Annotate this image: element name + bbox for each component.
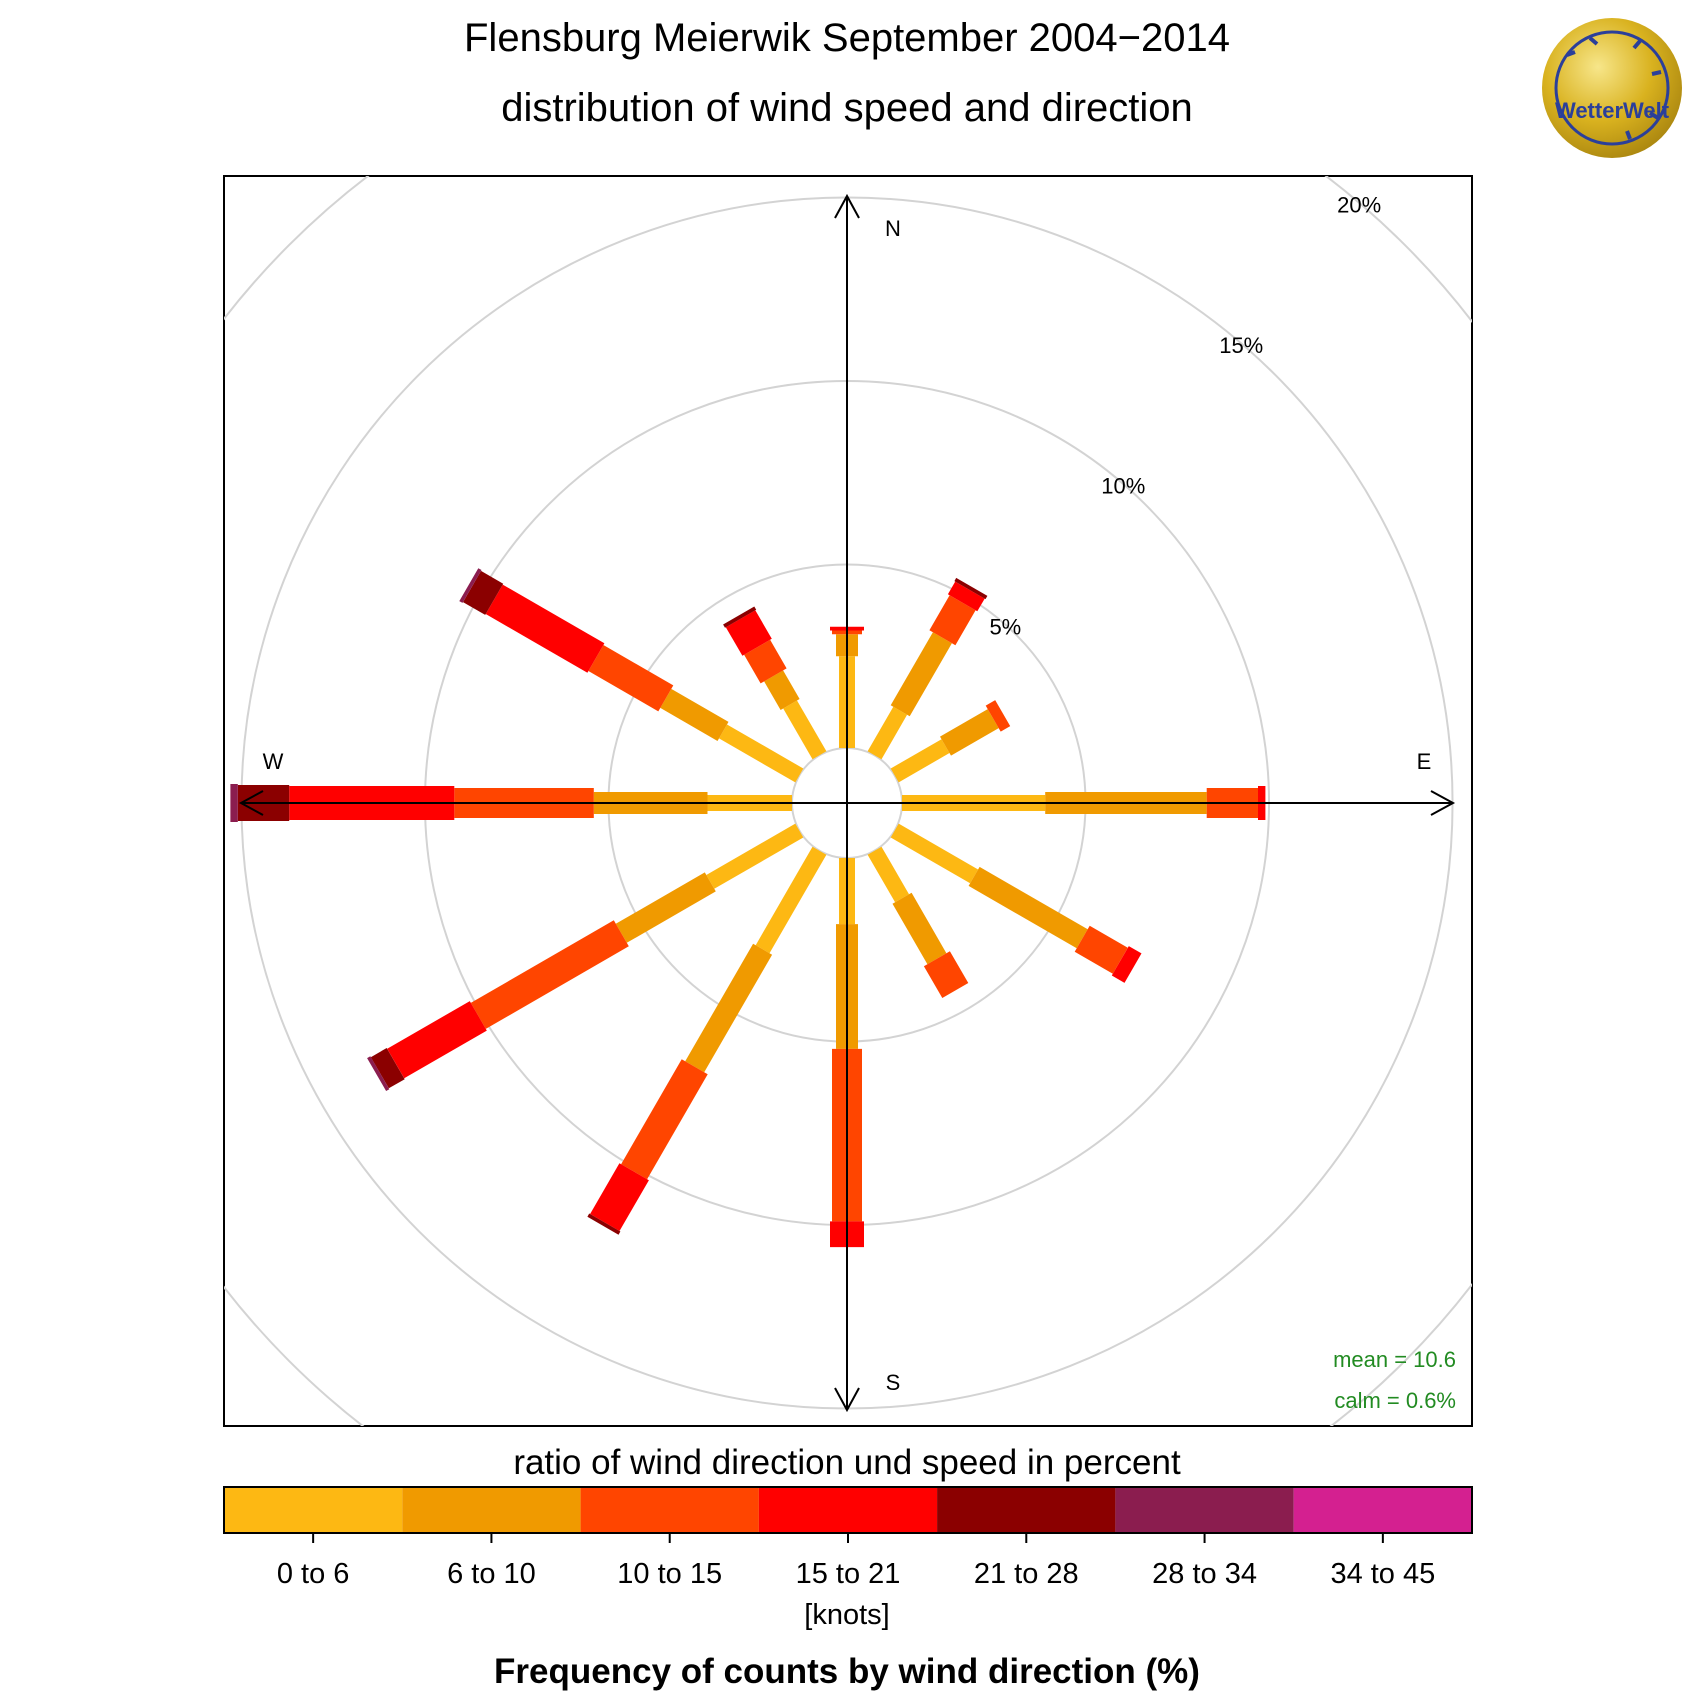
bar-240-bin-1 (615, 872, 716, 943)
legend-swatch-3 (758, 1487, 938, 1533)
legend-swatch-2 (580, 1487, 759, 1533)
bar-330-bin-3 (725, 610, 772, 656)
bar-300-bin-2 (588, 645, 674, 712)
bar-30-bin-1 (890, 632, 952, 717)
legend-label-6: 34 to 45 (1330, 1558, 1435, 1590)
bar-120-bin-3 (1111, 946, 1142, 983)
legend-label-1: 6 to 10 (447, 1558, 536, 1590)
bar-30-bin-2 (929, 595, 976, 646)
chart-subtitle: distribution of wind speed and direction (501, 86, 1193, 130)
bar-210-bin-1 (685, 943, 773, 1073)
legend-label-3: 15 to 21 (796, 1558, 901, 1590)
legend-label-2: 10 to 15 (617, 1558, 722, 1590)
bar-300-bin-5 (459, 568, 482, 603)
calm-text: calm = 0.6% (1334, 1388, 1456, 1413)
bar-240-bin-3 (387, 1001, 487, 1079)
legend-swatch-4 (937, 1487, 1116, 1533)
bar-60-bin-0 (890, 739, 950, 783)
x-axis-label: Frequency of counts by wind direction (%… (494, 1652, 1200, 1691)
mean-text: mean = 10.6 (1333, 1347, 1456, 1372)
legend-label-0: 0 to 6 (277, 1558, 350, 1590)
bar-210-bin-2 (621, 1059, 708, 1180)
bar-120-bin-2 (1074, 925, 1128, 974)
bar-240-bin-0 (706, 823, 804, 889)
bar-120-bin-0 (890, 823, 979, 884)
bar-150-bin-0 (867, 846, 909, 903)
ring-label-10: 10% (1101, 474, 1145, 499)
east-arrowhead-icon (1430, 790, 1456, 816)
bar-30-bin-4 (954, 577, 988, 600)
compass-label-w: W (263, 749, 284, 774)
logo-disc-icon (1542, 18, 1682, 158)
ring-label-20: 20% (1337, 193, 1381, 218)
bar-300-bin-1 (660, 688, 729, 741)
bar-330-bin-4 (723, 606, 757, 628)
bar-270-bin-5 (230, 784, 238, 822)
chart-title: Flensburg Meierwik September 2004−2014 (464, 16, 1230, 60)
legend-frame (223, 1486, 1473, 1534)
legend-swatch-0 (224, 1487, 403, 1533)
plot-frame (223, 175, 1473, 1427)
bar-300-bin-0 (719, 724, 804, 783)
bar-60-bin-2 (985, 700, 1011, 732)
logo-ticks-icon (1566, 36, 1662, 140)
bar-240-bin-2 (470, 920, 629, 1029)
compass-axes (238, 193, 1456, 1413)
legend-colorbar: 0 to 6 6 to 10 10 to 15 15 to 21 21 to 28 28 … (223, 1486, 1473, 1590)
north-arrowhead-icon (834, 193, 860, 219)
legend-label-5: 28 to 34 (1152, 1558, 1257, 1590)
logo-ring-icon (1554, 30, 1670, 146)
bar-150-bin-2 (923, 951, 969, 998)
legend-label-4: 21 to 28 (974, 1558, 1079, 1590)
bar-210-bin-0 (755, 846, 827, 954)
legend-swatch-6 (1293, 1487, 1472, 1533)
bar-300-bin-4 (463, 570, 504, 615)
bar-150-bin-1 (892, 892, 947, 965)
ring-label-15: 15% (1219, 333, 1263, 358)
legend-swatch-1 (402, 1487, 581, 1533)
bar-30-bin-0 (867, 706, 908, 760)
bar-300-bin-3 (485, 584, 605, 673)
bar-330-bin-0 (783, 700, 827, 760)
bar-330-bin-2 (744, 639, 787, 684)
ring-label-5: 5% (989, 614, 1021, 639)
bar-240-bin-5 (367, 1056, 390, 1091)
bar-60-bin-1 (940, 709, 999, 756)
wetterwelt-logo: WetterWelt (1542, 18, 1682, 158)
west-arrowhead-icon (238, 790, 264, 816)
logo-text: WetterWelt (1555, 98, 1670, 123)
legend-title: ratio of wind direction und speed in per… (513, 1443, 1181, 1482)
legend-swatch-5 (1115, 1487, 1294, 1533)
south-arrowhead-icon (834, 1387, 860, 1413)
bar-210-bin-3 (590, 1163, 649, 1231)
plot-area (224, 176, 1472, 1426)
compass-label-s: S (886, 1370, 901, 1395)
compass-label-n: N (885, 216, 901, 241)
compass-label-e: E (1417, 749, 1432, 774)
legend-unit: [knots] (804, 1599, 889, 1631)
bar-210-bin-4 (587, 1213, 621, 1235)
bar-330-bin-1 (764, 670, 800, 710)
bar-240-bin-4 (370, 1048, 405, 1089)
bar-120-bin-1 (968, 866, 1088, 949)
wind-bars (230, 568, 1266, 1248)
plot-labels: N E S W 5% 10% 15% 20% (263, 193, 1432, 1395)
bar-30-bin-3 (947, 581, 985, 612)
